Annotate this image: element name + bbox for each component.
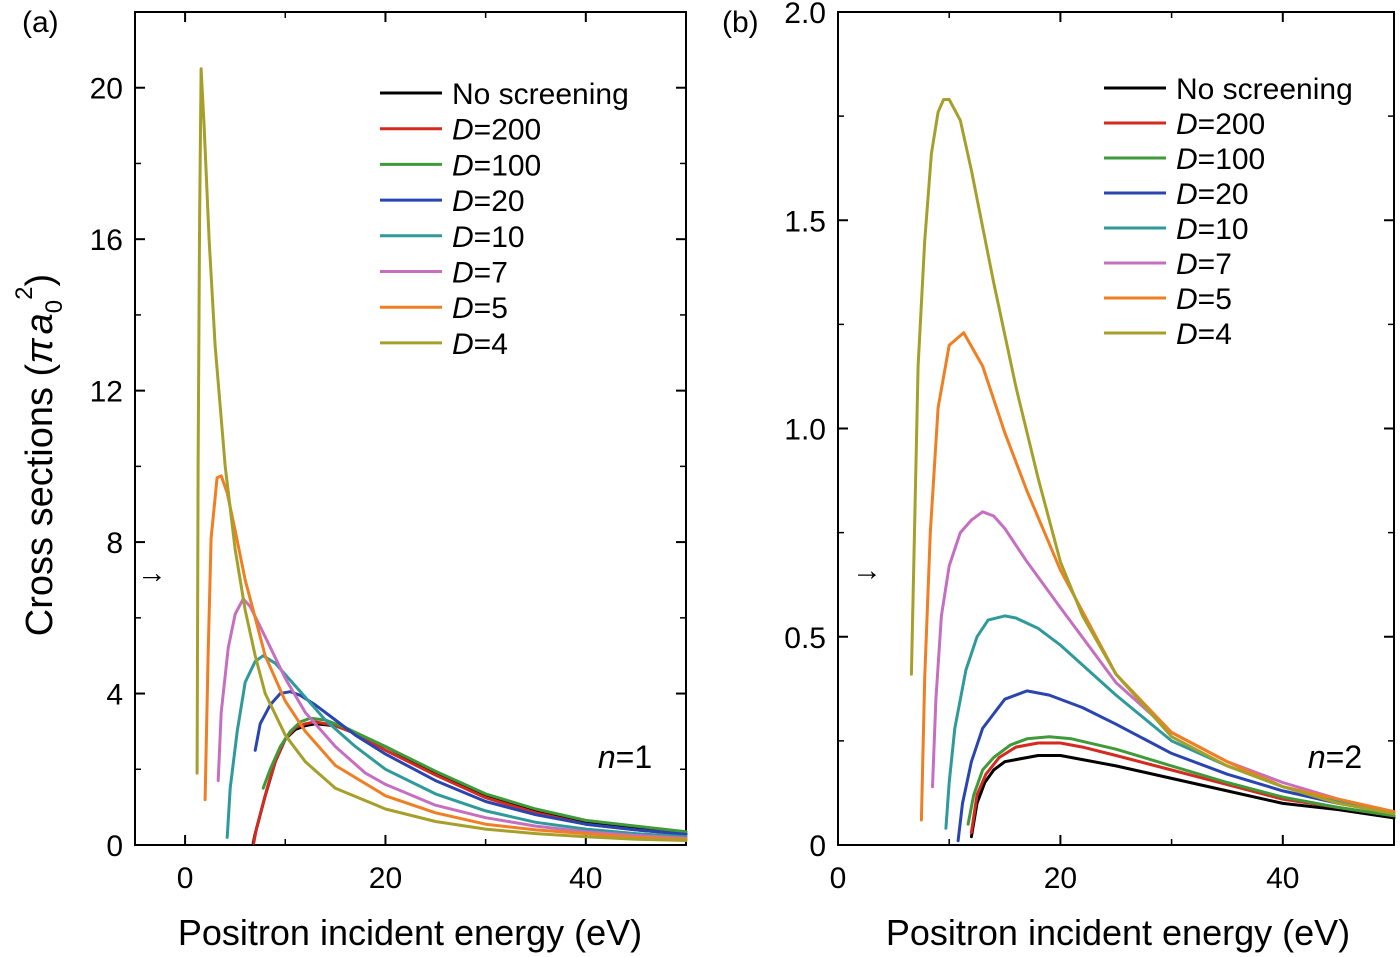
y-tick-label: 2.0 xyxy=(784,0,826,30)
legend-entry: D=7 xyxy=(452,257,508,290)
y-tick-label: 12 xyxy=(90,376,123,409)
x-tick-label: 20 xyxy=(369,862,402,895)
plot-frame xyxy=(837,11,1395,846)
series-line-d-20 xyxy=(253,690,688,836)
x-tick-label: 20 xyxy=(1044,862,1077,895)
y-tick-label: 0 xyxy=(809,830,826,863)
x-axis-label-b: Positron incident energy (eV) xyxy=(886,912,1350,953)
x-axis-label-a: Positron incident energy (eV) xyxy=(178,912,642,953)
arrow-indicator: → xyxy=(852,554,882,587)
legend-entry: D=10 xyxy=(452,221,525,254)
legend-entry: D=5 xyxy=(1176,283,1232,316)
y-tick-label: 1.0 xyxy=(784,414,826,447)
y-tick-label: 16 xyxy=(90,224,123,257)
legend-entry: D=200 xyxy=(452,114,541,147)
legend-entry: No screening xyxy=(452,78,629,111)
legend-entry: No screening xyxy=(1176,73,1353,106)
x-tick-label: 0 xyxy=(177,862,194,895)
legend-entry: D=7 xyxy=(1176,248,1232,281)
legend-entry: D=10 xyxy=(1176,213,1249,246)
y-tick-label: 4 xyxy=(106,679,123,712)
series-line-d-5 xyxy=(919,331,1396,822)
series-line-d-100 xyxy=(966,735,1396,826)
legend-entry: D=100 xyxy=(1176,143,1265,176)
legend-entry: D=5 xyxy=(452,292,508,325)
y-axis-label: Cross sections (πa02) xyxy=(11,274,68,636)
series-line-d-200 xyxy=(252,720,688,845)
panel-label: (a) xyxy=(22,6,59,39)
series-line-d-4 xyxy=(195,67,688,842)
panel-a: 0 4 8 12 16 20 0 20 40 No screeningD=200D=100D=20… xyxy=(22,6,688,895)
series-line-d-200 xyxy=(969,741,1396,834)
series-line-d-20 xyxy=(956,689,1396,843)
series-line-d-5 xyxy=(203,474,688,841)
legend-entry: D=4 xyxy=(452,328,508,361)
panel-b: 0 0.5 1.0 1.5 2.0 0 20 40 No screeningD=200D=100… xyxy=(722,0,1396,895)
series-line-d-10 xyxy=(225,654,688,839)
legend-entry: D=100 xyxy=(452,149,541,182)
x-tick-label: 40 xyxy=(1266,862,1299,895)
y-tick-label: 8 xyxy=(106,527,123,560)
series-line-no-screening xyxy=(969,754,1396,839)
annotation: n=2 xyxy=(1308,739,1362,775)
panel-label: (b) xyxy=(722,6,759,39)
series-line-d-100 xyxy=(261,716,688,834)
arrow-indicator: → xyxy=(137,556,167,589)
plot-frame xyxy=(134,11,687,846)
y-tick-label: 20 xyxy=(90,73,123,106)
x-tick-label: 40 xyxy=(569,862,602,895)
legend-entry: D=200 xyxy=(1176,108,1265,141)
legend-entry: D=20 xyxy=(1176,178,1249,211)
series-line-d-4 xyxy=(909,98,1396,816)
y-tick-label: 1.5 xyxy=(784,205,826,238)
legend-entry: D=4 xyxy=(1176,318,1232,351)
y-tick-label: 0 xyxy=(106,830,123,863)
annotation: n=1 xyxy=(598,739,652,775)
x-tick-label: 0 xyxy=(830,862,847,895)
series-line-d-7 xyxy=(216,597,688,840)
legend-entry: D=20 xyxy=(452,185,525,218)
y-tick-label: 0.5 xyxy=(784,622,826,655)
